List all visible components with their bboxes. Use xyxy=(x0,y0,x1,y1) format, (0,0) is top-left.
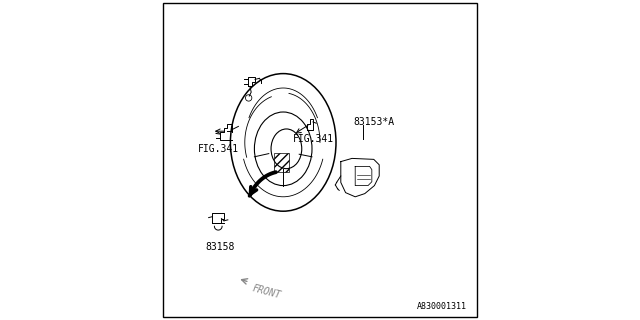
Text: 83158: 83158 xyxy=(205,242,235,252)
Text: 83153*A: 83153*A xyxy=(354,117,395,127)
Text: FIG.341: FIG.341 xyxy=(198,144,239,154)
Bar xyxy=(274,153,289,172)
Text: A830001311: A830001311 xyxy=(417,302,467,311)
Text: FRONT: FRONT xyxy=(251,284,282,301)
Text: FIG.341: FIG.341 xyxy=(292,134,334,144)
